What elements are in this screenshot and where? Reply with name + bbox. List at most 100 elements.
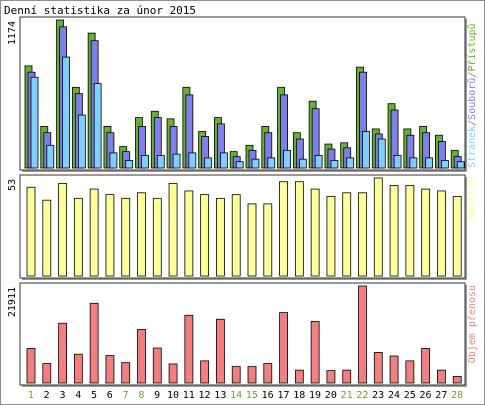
bar-hits-2-day-2 [46,144,55,169]
bar-visits-0-day-9 [152,197,162,277]
bar-volume-0-day-13 [216,318,225,384]
day-label-17: 17 [277,390,289,401]
bar-visits-0-day-11 [184,190,194,277]
bar-volume-0-day-8 [137,329,146,384]
bar-visits-0-day-27 [437,190,446,277]
bar-volume-0-day-24 [389,355,399,384]
bar-volume-0-day-12 [200,360,210,384]
bar-volume-0-day-18 [294,369,304,384]
bar-visits-0-day-15 [247,203,257,277]
day-label-26: 26 [420,390,432,401]
bar-hits-2-day-5 [93,83,102,169]
day-label-22: 22 [356,390,368,401]
bar-visits-0-day-7 [121,197,131,277]
day-label-19: 19 [309,390,321,401]
day-label-21: 21 [341,390,353,401]
legend-item-0: Stránek [466,126,478,168]
bar-hits-2-day-9 [156,154,165,169]
bar-hits-2-day-7 [125,160,134,169]
bar-volume-0-day-10 [168,363,178,384]
day-label-27: 27 [435,390,447,401]
bar-hits-2-day-17 [283,149,291,169]
legend-volume: Objem přenosu [466,285,478,363]
bar-hits-2-day-23 [377,138,386,169]
bar-volume-0-day-22 [358,285,367,384]
day-label-15: 15 [246,390,258,401]
day-label-11: 11 [183,390,195,401]
bar-visits-0-day-13 [216,197,225,277]
bar-volume-0-day-5 [89,302,99,384]
bar-visits-0-day-19 [310,188,320,277]
bar-hits-2-day-11 [188,152,197,169]
legend-item-1: / [467,120,478,126]
bar-volume-0-day-21 [342,369,352,384]
bar-hits-2-day-15 [251,158,260,169]
bar-hits-2-day-28 [456,161,465,169]
legend-item-2: Souborů [466,78,478,120]
bar-hits-2-day-14 [235,161,244,169]
legend-item-4: Přístupů [466,23,478,71]
bar-hits-2-day-10 [172,153,181,169]
bar-hits-2-day-6 [109,152,118,169]
y-max-label-hits: 1174 [7,21,18,45]
bar-hits-2-day-1 [30,76,39,169]
bar-visits-0-day-14 [231,194,241,277]
day-label-3: 3 [59,390,65,401]
day-label-28: 28 [451,390,463,401]
bar-visits-0-day-1 [26,186,36,277]
bar-volume-0-day-23 [373,352,383,384]
day-label-5: 5 [91,390,97,401]
day-label-9: 9 [154,390,160,401]
bar-volume-0-day-11 [184,314,194,384]
bar-volume-0-day-7 [121,362,131,384]
bar-hits-2-day-22 [362,131,370,169]
bar-visits-0-day-16 [263,203,273,277]
bar-volume-0-day-19 [310,321,320,384]
bar-volume-0-day-28 [452,375,462,384]
day-label-1: 1 [28,390,34,401]
bar-hits-2-day-25 [409,157,418,169]
day-label-4: 4 [75,390,81,401]
bar-volume-0-day-25 [405,360,415,384]
bar-visits-0-day-8 [137,192,146,277]
bar-visits-0-day-20 [326,196,336,277]
bar-visits-0-day-22 [358,192,367,277]
bar-visits-0-day-12 [200,194,210,277]
bar-hits-2-day-19 [314,154,323,169]
bar-volume-0-day-9 [152,347,162,384]
day-label-16: 16 [262,390,274,401]
bar-volume-0-day-14 [231,366,241,384]
bar-visits-0-day-5 [89,188,99,277]
legend-hits: Stránek/Souborů/Přístupů [466,23,478,168]
bar-visits-0-day-18 [294,181,304,277]
day-label-10: 10 [167,390,179,401]
bar-volume-0-day-1 [26,348,36,384]
y-max-label-volume: 21911 [7,287,18,317]
day-label-12: 12 [199,390,211,401]
bar-hits-2-day-27 [441,160,449,169]
bar-hits-2-day-4 [77,114,86,169]
bar-hits-2-day-26 [425,157,434,169]
day-label-14: 14 [230,390,242,401]
bar-volume-0-day-4 [73,353,83,384]
bar-hits-2-day-18 [298,158,307,169]
bar-hits-2-day-3 [62,56,70,169]
bar-visits-0-day-4 [73,197,83,277]
day-label-7: 7 [123,390,129,401]
day-label-2: 2 [44,390,50,401]
day-label-24: 24 [388,390,400,401]
bar-visits-0-day-3 [58,183,67,277]
bar-hits-2-day-20 [330,160,339,169]
bar-volume-0-day-15 [247,366,257,384]
bar-visits-0-day-2 [42,199,52,277]
chart-title: Denní statistika za únor 2015 [4,4,197,17]
bar-hits-2-day-24 [393,154,402,169]
bar-visits-0-day-21 [342,192,352,277]
bar-hits-2-day-8 [141,154,149,169]
day-label-20: 20 [325,390,337,401]
bar-visits-0-day-25 [405,184,415,277]
bar-visits-0-day-17 [279,181,288,277]
y-max-label-visits: 53 [7,179,18,191]
